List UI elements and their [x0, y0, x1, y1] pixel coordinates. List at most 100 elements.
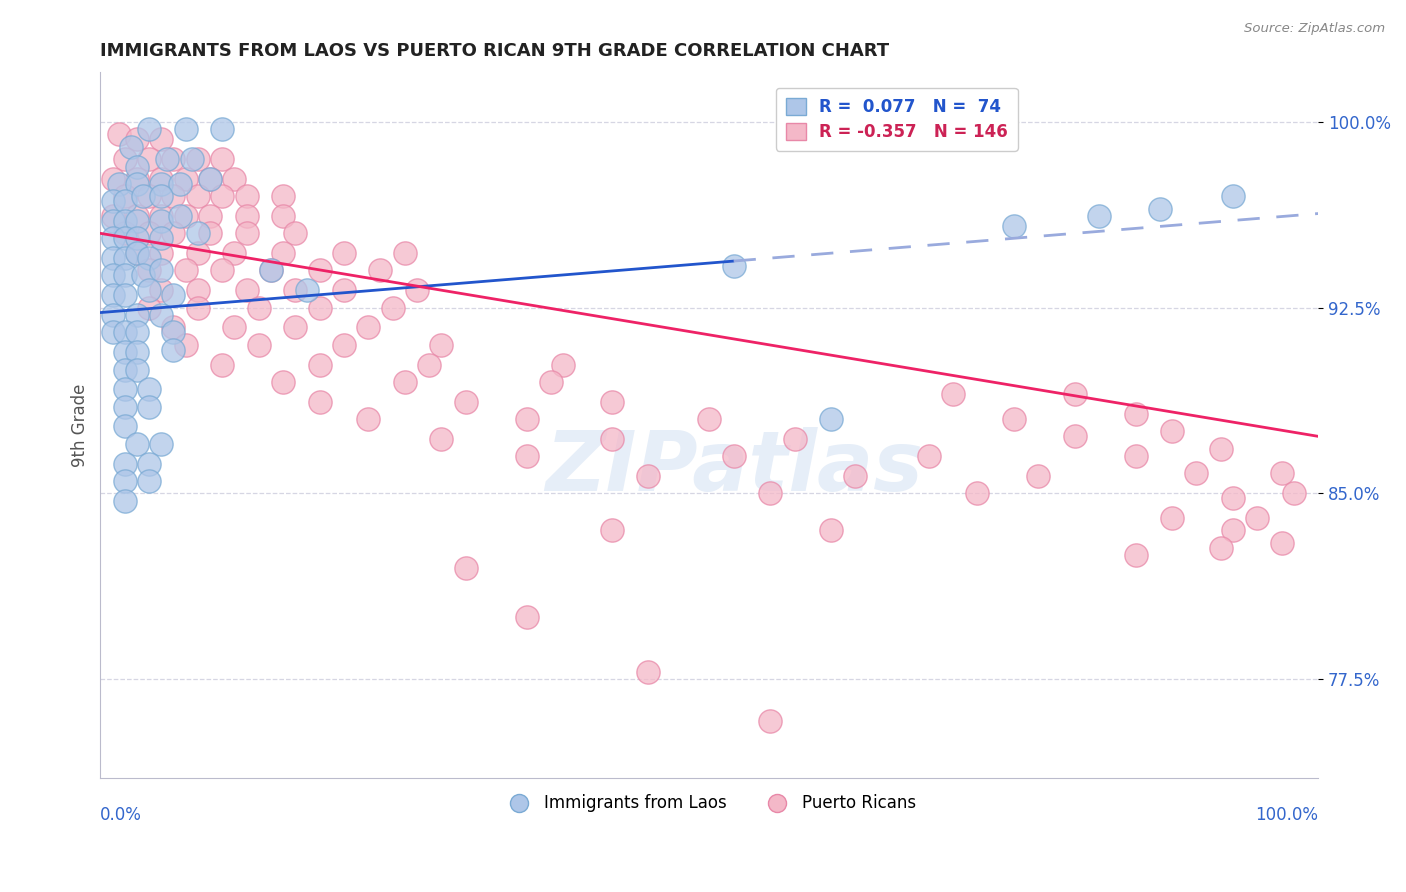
Point — [637, 469, 659, 483]
Point — [114, 345, 136, 359]
Point — [150, 172, 173, 186]
Point — [198, 227, 221, 241]
Point — [150, 132, 173, 146]
Point — [284, 283, 307, 297]
Point — [132, 189, 155, 203]
Point — [156, 152, 179, 166]
Point — [125, 246, 148, 260]
Point — [125, 132, 148, 146]
Point — [381, 301, 404, 315]
Point — [169, 209, 191, 223]
Point — [101, 268, 124, 283]
Point — [138, 251, 160, 265]
Point — [260, 263, 283, 277]
Point — [723, 449, 745, 463]
Y-axis label: 9th Grade: 9th Grade — [72, 384, 89, 467]
Point — [759, 486, 782, 500]
Point — [174, 209, 197, 223]
Point — [150, 189, 173, 203]
Point — [454, 394, 477, 409]
Point — [187, 152, 209, 166]
Point — [917, 449, 939, 463]
Point — [114, 214, 136, 228]
Point — [637, 665, 659, 679]
Point — [114, 457, 136, 471]
Point — [357, 320, 380, 334]
Point — [1125, 407, 1147, 421]
Point — [125, 362, 148, 376]
Point — [114, 231, 136, 245]
Point — [260, 263, 283, 277]
Point — [600, 432, 623, 446]
Point — [125, 172, 148, 186]
Text: 100.0%: 100.0% — [1256, 806, 1319, 824]
Point — [820, 412, 842, 426]
Point — [516, 412, 538, 426]
Point — [120, 139, 142, 153]
Point — [125, 209, 148, 223]
Point — [1222, 524, 1244, 538]
Legend: Immigrants from Laos, Puerto Ricans: Immigrants from Laos, Puerto Ricans — [496, 788, 922, 819]
Point — [211, 189, 233, 203]
Point — [101, 209, 124, 223]
Point — [759, 714, 782, 728]
Text: IMMIGRANTS FROM LAOS VS PUERTO RICAN 9TH GRADE CORRELATION CHART: IMMIGRANTS FROM LAOS VS PUERTO RICAN 9TH… — [100, 42, 890, 60]
Point — [308, 358, 330, 372]
Point — [101, 194, 124, 209]
Point — [150, 283, 173, 297]
Point — [271, 189, 294, 203]
Point — [114, 194, 136, 209]
Point — [211, 358, 233, 372]
Point — [174, 337, 197, 351]
Point — [101, 326, 124, 340]
Point — [600, 394, 623, 409]
Point — [600, 524, 623, 538]
Point — [150, 209, 173, 223]
Point — [150, 437, 173, 451]
Point — [454, 560, 477, 574]
Point — [553, 358, 575, 372]
Point — [125, 214, 148, 228]
Point — [187, 227, 209, 241]
Point — [516, 449, 538, 463]
Point — [271, 375, 294, 389]
Point — [125, 246, 148, 260]
Point — [1209, 541, 1232, 555]
Point — [125, 345, 148, 359]
Point — [101, 251, 124, 265]
Point — [138, 474, 160, 488]
Point — [162, 326, 184, 340]
Point — [150, 308, 173, 322]
Point — [174, 172, 197, 186]
Point — [162, 227, 184, 241]
Point — [284, 320, 307, 334]
Point — [114, 288, 136, 302]
Point — [125, 177, 148, 191]
Point — [101, 214, 124, 228]
Point — [211, 152, 233, 166]
Point — [540, 375, 562, 389]
Point — [114, 419, 136, 434]
Point — [150, 263, 173, 277]
Point — [101, 172, 124, 186]
Point — [697, 412, 720, 426]
Point — [1026, 469, 1049, 483]
Point — [1125, 548, 1147, 562]
Point — [107, 128, 129, 142]
Point — [297, 283, 319, 297]
Point — [138, 263, 160, 277]
Point — [430, 432, 453, 446]
Point — [333, 283, 356, 297]
Point — [114, 474, 136, 488]
Point — [138, 227, 160, 241]
Point — [271, 209, 294, 223]
Point — [169, 177, 191, 191]
Text: 0.0%: 0.0% — [100, 806, 142, 824]
Point — [125, 308, 148, 322]
Point — [162, 189, 184, 203]
Point — [211, 122, 233, 136]
Point — [162, 288, 184, 302]
Point — [114, 227, 136, 241]
Point — [187, 189, 209, 203]
Point — [138, 400, 160, 414]
